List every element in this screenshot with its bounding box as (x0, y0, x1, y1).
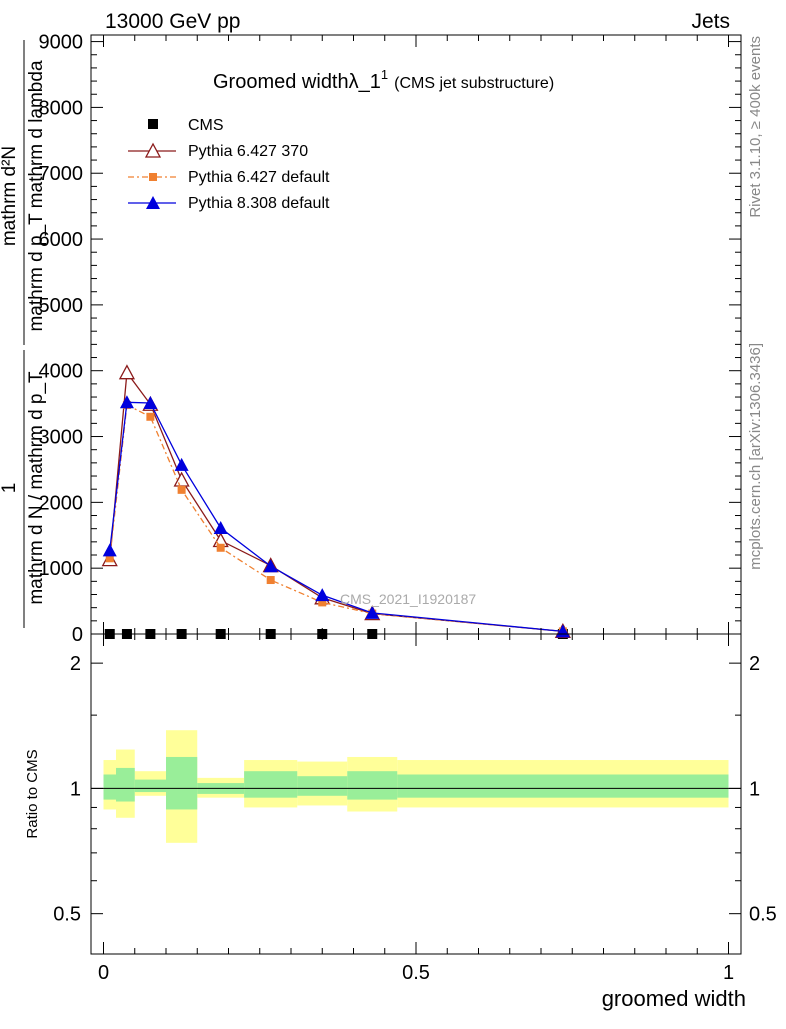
ratio-y-tick-label: 0.5 (53, 904, 81, 926)
main-plot-marks (101, 364, 571, 639)
ratio-band-green (347, 771, 398, 800)
ratio-plot-ticks: 0.5 0.5 1 1 2 2 0 0.5 1 (53, 634, 777, 984)
y-tick-label: 9000 (39, 32, 84, 54)
series-point-1 (118, 364, 136, 380)
y-tick-label: 2000 (39, 492, 84, 514)
x-tick-label: 0 (98, 962, 109, 984)
ratio-band-green (103, 774, 116, 800)
chart-title-main: Groomed widthλ_1 (213, 71, 381, 93)
series-point-2 (216, 543, 225, 552)
y-tick-label: 7000 (39, 163, 84, 185)
series-point-2 (146, 412, 155, 421)
series-point-3 (143, 395, 158, 409)
ratio-band-green (397, 774, 729, 798)
series-point-3 (365, 605, 380, 619)
main-plot-ticks: 0 1000 2000 3000 4000 5000 6000 7000 8000 9000 (39, 32, 741, 646)
legend-cms-marker (148, 119, 158, 129)
series-point-3 (263, 559, 278, 573)
y-label-num: mathrm d²N (0, 146, 20, 246)
series-point-2 (177, 485, 186, 494)
ratio-y-tick-label: 2 (70, 653, 81, 675)
rivet-label: Rivet 3.1.10, ≥ 400k events (747, 36, 764, 218)
y-tick-label: 1000 (39, 558, 84, 580)
ratio-y-tick-label: 1 (70, 778, 81, 800)
process-label: Jets (691, 10, 730, 33)
series-point-3 (213, 521, 228, 535)
legend-py6-default-marker (149, 173, 157, 181)
legend-py8-marker (146, 196, 160, 209)
watermark: CMS_2021_I1920187 (340, 591, 476, 607)
legend-py6-370-marker (144, 142, 162, 158)
ratio-band-green (166, 756, 198, 810)
series-point-2 (105, 554, 114, 563)
ratio-band-green (297, 776, 348, 796)
x-axis-label: groomed width (602, 986, 746, 1011)
ratio-plot-panel: 0.5 0.5 1 1 2 2 0 0.5 1 Ratio to CMS (24, 633, 777, 984)
legend-py6-370-label: Pythia 6.427 370 (188, 143, 308, 160)
chart-title-sup: 1 (381, 67, 388, 82)
series-point-3 (119, 395, 134, 409)
y-label-den: mathrm d p_T mathrm d lambda (26, 60, 47, 331)
x-tick-label: 0.5 (402, 962, 430, 984)
legend: CMS Pythia 6.427 370 Pythia 6.427 defaul… (128, 117, 330, 212)
series-point-3 (102, 543, 117, 557)
series-line-3 (109, 401, 563, 633)
ratio-bands (91, 730, 741, 843)
energy-label: 13000 GeV pp (105, 10, 240, 33)
y-tick-label: 0 (72, 624, 83, 646)
y-tick-label: 5000 (39, 295, 84, 317)
y-tick-label: 4000 (39, 361, 84, 383)
y-tick-label: 8000 (39, 97, 84, 119)
y-tick-label: 3000 (39, 427, 84, 449)
x-tick-label: 1 (723, 962, 734, 984)
ratio-band-green (244, 771, 298, 798)
main-y-axis-label: 1 mathrm d N / mathrm d p_T mathrm d²N m… (0, 40, 47, 628)
legend-py8-label: Pythia 8.308 default (188, 195, 330, 212)
chart-subtitle: (CMS jet substructure) (394, 75, 554, 92)
ratio-band-green (134, 779, 166, 793)
series-line-1 (109, 370, 563, 633)
chart-title: Groomed widthλ_11 (CMS jet substructure) (213, 67, 554, 93)
legend-cms-label: CMS (188, 117, 224, 134)
ratio-y-tick-label-right: 2 (749, 653, 760, 675)
ratio-band-green (116, 767, 135, 802)
ratio-y-tick-label-right: 1 (749, 778, 760, 800)
y-tick-label: 6000 (39, 229, 84, 251)
series-point-2 (318, 598, 327, 607)
legend-py6-default-label: Pythia 6.427 default (188, 169, 330, 186)
main-plot-panel: 0 1000 2000 3000 4000 5000 6000 7000 8000 9000 CM… (0, 32, 742, 646)
y-label-prefix-den: mathrm d N / mathrm d p_T (26, 371, 47, 605)
ratio-y-axis-label: Ratio to CMS (24, 749, 41, 838)
series-point-2 (266, 576, 275, 585)
mcplots-label: mcplots.cern.ch [arXiv:1306.3436] (747, 343, 764, 570)
y-label-prefix-num: 1 (0, 483, 20, 494)
series-point-3 (174, 457, 189, 471)
series-point-3 (315, 588, 330, 602)
series-line-2 (109, 403, 563, 633)
ratio-y-tick-label-right: 0.5 (749, 904, 777, 926)
